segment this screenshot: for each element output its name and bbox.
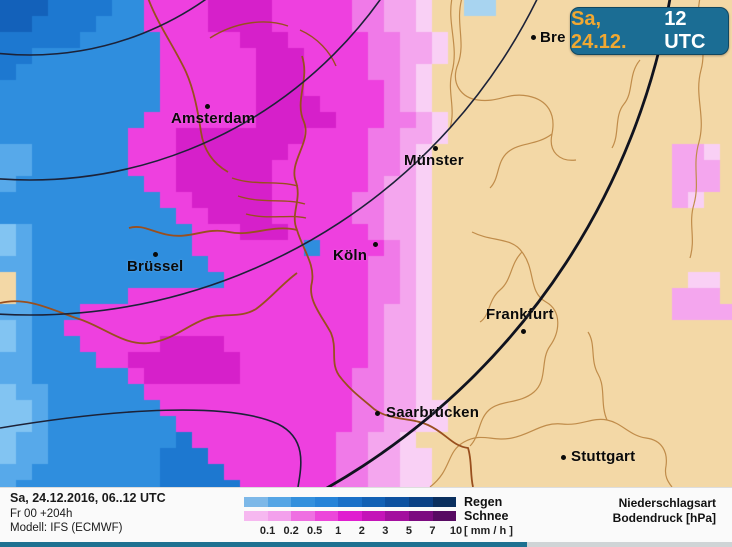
map-lines-overlay	[0, 0, 704, 487]
legend-segment	[432, 511, 457, 521]
timeline-bar[interactable]	[0, 542, 732, 547]
legend-tick: 5	[405, 525, 412, 537]
forecast-info: Sa, 24.12.2016, 06..12 UTC Fr 00 +204h M…	[10, 491, 166, 536]
country-borders	[0, 0, 474, 487]
legend-tick-labels: [ mm / h ] 0.1 0.2 0.5 1 2 3 5 7 10	[244, 525, 524, 539]
legend-segment	[267, 511, 292, 521]
legend-tick: 0.5	[307, 525, 323, 537]
badge-time: 12 UTC	[664, 8, 706, 53]
info-panel: Sa, 24.12.2016, 06..12 UTC Fr 00 +204h M…	[0, 487, 732, 547]
legend-tick: 0.2	[283, 525, 299, 537]
legend-tick: 2	[358, 525, 365, 537]
legend-segment	[361, 511, 386, 521]
legend-segment	[338, 511, 362, 521]
city-label-bremen: Bre	[540, 29, 566, 46]
legend-segment	[314, 511, 339, 521]
legend-segment	[338, 497, 362, 507]
legend-segment	[314, 497, 339, 507]
legend-segment	[361, 497, 386, 507]
layer-name-precip: Niederschlagsart	[618, 496, 716, 510]
city-label-frankfurt: Frankfurt	[486, 306, 554, 323]
city-dot-stuttgart	[561, 455, 566, 460]
model-text: Modell: IFS (ECMWF)	[10, 522, 123, 534]
city-label-koeln: Köln	[333, 247, 368, 264]
snow-color-scale	[244, 511, 457, 521]
legend-segment	[408, 511, 433, 521]
legend-tick: 1	[335, 525, 342, 537]
run-lead-text: Fr 00 +204h	[10, 508, 73, 520]
legend-tick: 3	[382, 525, 389, 537]
badge-date: Sa, 24.12.	[571, 8, 627, 53]
legend-tick: 7	[429, 525, 436, 537]
legend-unit-label: [ mm / h ]	[464, 525, 513, 537]
city-label-stuttgart: Stuttgart	[571, 448, 636, 465]
legend-segment	[385, 497, 409, 507]
city-label-amsterdam: Amsterdam	[171, 110, 256, 127]
isobar-lines	[0, 0, 672, 487]
city-dot-bruessel	[153, 252, 158, 257]
legend-tick: 10	[449, 525, 463, 537]
rain-scale-label: Regen	[464, 495, 503, 509]
city-label-saarbruecken: Saarbrücken	[386, 404, 480, 421]
timeline-progress	[0, 542, 528, 547]
city-dot-koeln	[373, 242, 378, 247]
state-borders	[429, 0, 704, 487]
legend-segment	[385, 511, 409, 521]
legend-segment	[432, 497, 457, 507]
city-label-bruessel: Brüssel	[127, 258, 184, 275]
city-dot-amsterdam	[205, 104, 210, 109]
layer-name-pressure: Bodendruck [hPa]	[612, 511, 716, 525]
city-dot-muenster	[433, 146, 438, 151]
legend-segment	[267, 497, 292, 507]
legend-tick: 0.1	[259, 525, 276, 537]
valid-period-text: Sa, 24.12.2016, 06..12 UTC	[10, 491, 166, 505]
precipitation-layer	[0, 0, 732, 487]
city-label-muenster: Münster	[404, 152, 464, 169]
valid-time-badge: Sa, 24.12. 12 UTC	[570, 7, 729, 55]
legend-segment	[244, 497, 268, 507]
legend-segment	[291, 511, 315, 521]
precip-legend: Regen Schnee [ mm / h ] 0.1 0.2 0.5 1 2 3 5 7 10	[244, 495, 524, 539]
legend-segment	[291, 497, 315, 507]
layer-description: Niederschlagsart Bodendruck [hPa]	[613, 496, 716, 526]
city-dot-saarbruecken	[375, 411, 380, 416]
legend-segment	[408, 497, 433, 507]
city-dot-bremen	[531, 35, 536, 40]
city-dot-frankfurt	[521, 329, 526, 334]
weather-map[interactable]: Bre Amsterdam Münster Köln Brüssel Frankfurt S…	[0, 0, 732, 487]
legend-segment	[244, 511, 268, 521]
rain-color-scale	[244, 497, 457, 507]
snow-scale-label: Schnee	[464, 509, 509, 523]
